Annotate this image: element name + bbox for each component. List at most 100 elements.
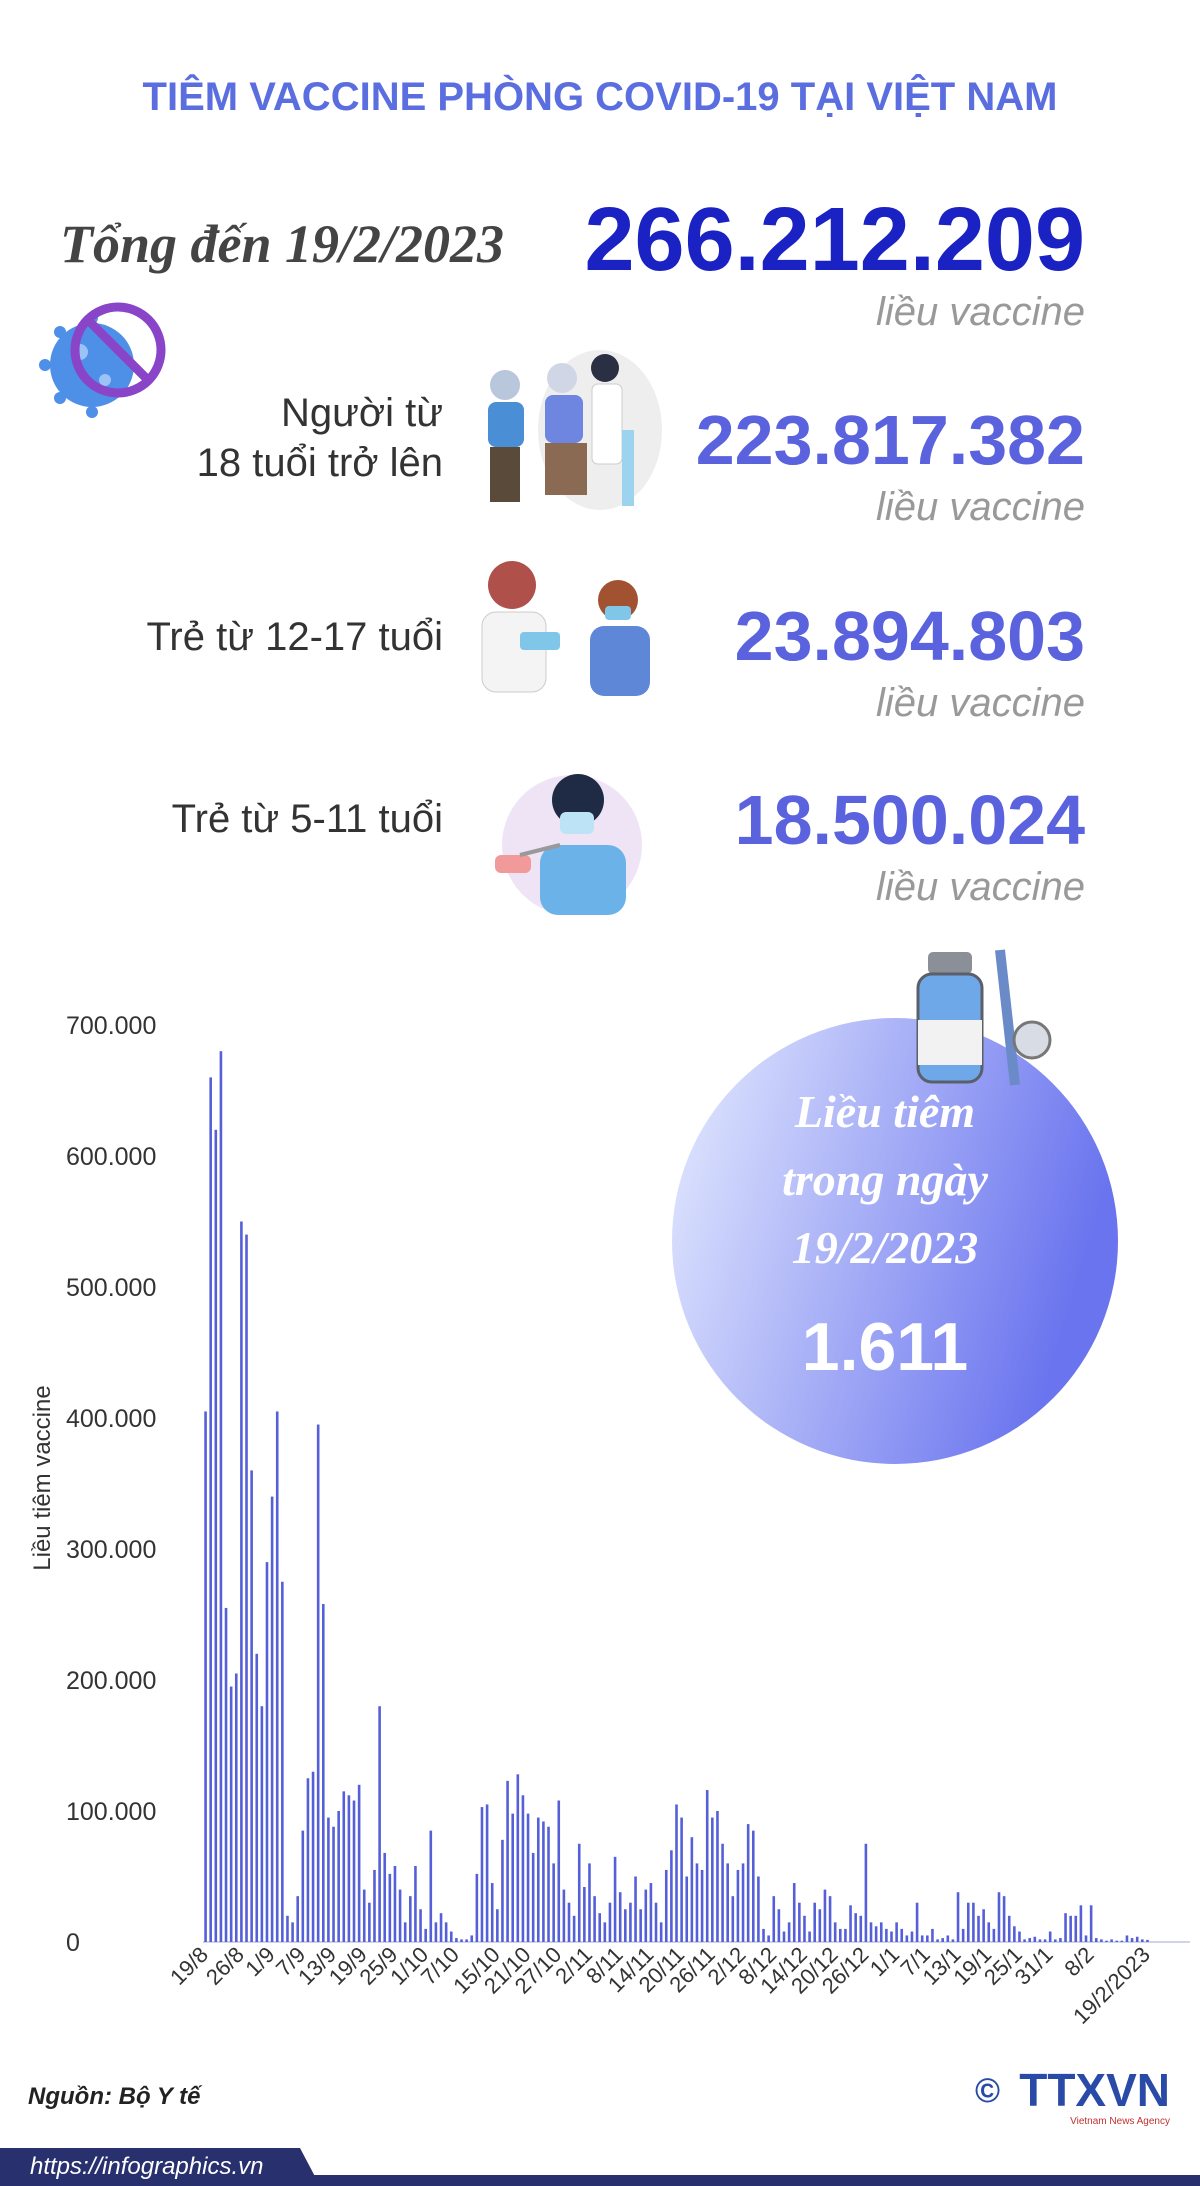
bar — [286, 1915, 289, 1942]
bar — [982, 1909, 985, 1942]
bar — [1141, 1939, 1144, 1942]
bar — [992, 1928, 996, 1942]
virus-icon — [39, 302, 166, 418]
bar — [265, 1562, 269, 1942]
bar — [705, 1790, 709, 1942]
bar — [961, 1928, 965, 1942]
bar — [1079, 1905, 1083, 1942]
bar — [1120, 1940, 1124, 1942]
bar — [536, 1817, 540, 1942]
bar — [229, 1686, 233, 1942]
bar — [490, 1883, 494, 1942]
bar — [603, 1922, 607, 1942]
bar — [214, 1129, 218, 1942]
bar — [209, 1077, 212, 1942]
bar — [383, 1852, 387, 1942]
bar — [690, 1837, 694, 1942]
bar — [680, 1817, 683, 1942]
bar — [245, 1234, 248, 1942]
bar — [1125, 1935, 1129, 1942]
bar — [439, 1913, 443, 1942]
footer-bar — [0, 2175, 1200, 2186]
bar — [736, 1869, 740, 1942]
bar — [321, 1604, 325, 1942]
bar — [327, 1817, 330, 1942]
y-tick-label: 700.000 — [66, 1012, 156, 1040]
bar — [823, 1889, 827, 1942]
bar — [373, 1869, 376, 1942]
bar — [818, 1909, 822, 1942]
bar — [342, 1791, 346, 1942]
bar — [1013, 1926, 1016, 1942]
bar — [890, 1931, 893, 1942]
bar — [634, 1876, 637, 1942]
bar — [1054, 1939, 1057, 1942]
bar — [1069, 1915, 1072, 1942]
y-tick-label: 200.000 — [66, 1667, 156, 1695]
bar — [854, 1913, 857, 1942]
group-label: Người từ — [281, 391, 443, 435]
bar — [787, 1922, 791, 1942]
bar — [1100, 1939, 1103, 1942]
y-tick-label: 0 — [66, 1929, 80, 1957]
bar — [864, 1843, 868, 1942]
y-tick-label: 500.000 — [66, 1274, 156, 1302]
bar — [726, 1863, 729, 1942]
bar — [946, 1935, 950, 1942]
group-label: Trẻ từ 12-17 tuổi — [146, 615, 443, 659]
bar — [598, 1913, 602, 1942]
bar — [879, 1922, 883, 1942]
bar — [1059, 1938, 1062, 1942]
y-tick-label: 600.000 — [66, 1143, 156, 1171]
bar — [792, 1883, 796, 1942]
bar — [695, 1863, 699, 1942]
bar — [977, 1915, 980, 1942]
bar — [1094, 1938, 1098, 1942]
vaccine-icon — [916, 949, 1052, 1086]
bar — [777, 1909, 781, 1942]
bar — [833, 1922, 837, 1942]
bar — [1105, 1940, 1108, 1942]
bar — [281, 1581, 284, 1942]
bar — [700, 1869, 704, 1942]
bar — [956, 1892, 960, 1942]
bar — [808, 1931, 811, 1942]
bar — [1002, 1896, 1006, 1942]
bar — [1130, 1938, 1134, 1942]
bar — [731, 1896, 735, 1942]
bar — [1089, 1905, 1093, 1942]
total-unit: liều vaccine — [876, 290, 1085, 334]
bar — [741, 1863, 745, 1942]
bar — [685, 1876, 689, 1942]
bar — [224, 1607, 228, 1942]
bar — [352, 1800, 356, 1942]
bar — [516, 1774, 520, 1942]
bar — [659, 1922, 663, 1942]
bar — [521, 1795, 525, 1942]
bar — [931, 1928, 934, 1942]
bar — [219, 1051, 223, 1942]
group-value: 223.817.382 — [696, 401, 1085, 479]
bar — [639, 1909, 642, 1942]
bar — [542, 1821, 545, 1942]
bar — [675, 1804, 678, 1942]
bar — [398, 1889, 402, 1942]
bar — [240, 1221, 243, 1942]
bar — [460, 1939, 463, 1942]
bar — [926, 1935, 929, 1942]
bar — [337, 1811, 340, 1942]
bar — [306, 1778, 310, 1942]
bar — [311, 1771, 315, 1942]
bar — [910, 1931, 914, 1942]
bar — [874, 1926, 878, 1942]
y-tick-label: 300.000 — [66, 1536, 156, 1564]
bar — [721, 1843, 724, 1942]
bar — [403, 1922, 407, 1942]
group-label: Trẻ từ 5-11 tuổi — [172, 797, 443, 841]
bar — [588, 1863, 591, 1942]
bar — [803, 1915, 806, 1942]
bar — [270, 1496, 274, 1942]
bar — [762, 1928, 765, 1942]
bar — [1043, 1939, 1047, 1942]
bar — [1064, 1913, 1067, 1942]
